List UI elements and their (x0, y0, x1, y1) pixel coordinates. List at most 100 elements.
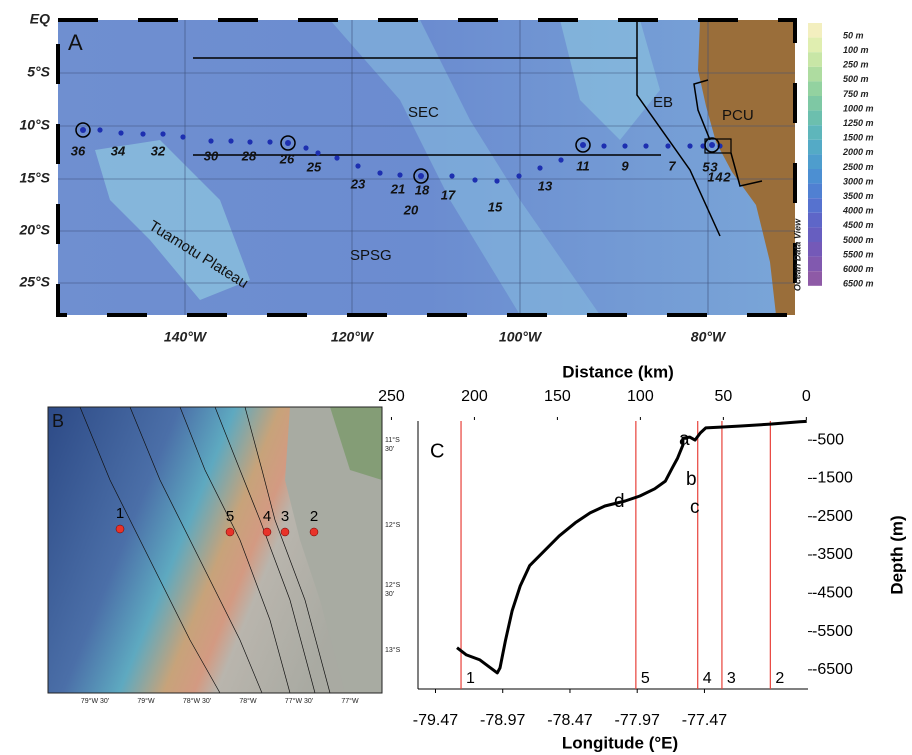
station-ring (575, 137, 591, 153)
station-label: 4 (714, 169, 723, 184)
legend-swatch (808, 198, 822, 213)
panel-label: B (52, 411, 64, 431)
region-label: SEC (408, 104, 439, 121)
station-label: 18 (415, 182, 430, 197)
annotation: a (679, 429, 690, 450)
lon-label: 100°W (499, 329, 543, 345)
x-tick-label: -78.47 (547, 712, 592, 729)
map-b: B 1 5 4 3 2 11°S 30' 12°S 12°S 30' 13°S 79°W 30' 79°… (47, 406, 401, 705)
station-dot (687, 143, 693, 149)
x2-tick-label: 0 (802, 388, 811, 405)
station-dot (285, 140, 291, 146)
station-dot (377, 170, 383, 176)
station-dot (280, 527, 290, 537)
frame (56, 18, 797, 317)
station-label: 2 (775, 670, 784, 687)
station-label: 5 (641, 670, 650, 687)
x2-tick-label: 150 (544, 388, 571, 405)
x2-tick-label: 200 (461, 388, 488, 405)
legend-swatch (808, 183, 822, 199)
station-label: 9 (621, 158, 629, 173)
station-label: 1 (466, 670, 475, 687)
lat-label: 20°S (18, 222, 50, 238)
station-dot (494, 178, 500, 184)
station-label: 2 (722, 169, 731, 184)
x-tick-label: -78.97 (480, 712, 525, 729)
station-dot (228, 138, 234, 144)
depth-profile (456, 419, 807, 675)
lat-label: 13°S (385, 646, 401, 654)
station-dot (665, 143, 671, 149)
galapagos (560, 20, 660, 140)
land (698, 20, 795, 315)
station-label: 4 (263, 508, 271, 525)
station-label: 4 (703, 670, 712, 687)
legend-swatch (808, 23, 822, 38)
station-dot (180, 134, 186, 140)
annotation: d (614, 491, 625, 512)
station-label: 36 (71, 143, 86, 158)
legend-label: 4500 m (842, 220, 874, 230)
legend-label: 1000 m (843, 103, 874, 113)
legend-swatch (808, 37, 822, 53)
x-tick-label: -77.47 (682, 712, 727, 729)
legend-label: 1250 m (843, 118, 874, 128)
legend-swatch (808, 66, 822, 82)
station-dot (558, 157, 564, 163)
station-dot (140, 131, 146, 137)
legend-swatch (808, 169, 822, 184)
frame (47, 406, 383, 694)
legend-label: 5000 m (843, 235, 874, 245)
legend-swatch (808, 256, 822, 272)
station-dot (537, 165, 543, 171)
station-label: 28 (241, 148, 257, 163)
legend-swatch (808, 242, 822, 257)
legend-label: 5500 m (843, 249, 874, 259)
legend-swatch (808, 125, 822, 140)
station-ring (413, 168, 429, 184)
station-dot (622, 143, 628, 149)
lon-label: 79°W (137, 697, 155, 705)
boundary-line (730, 152, 763, 187)
station-ring (75, 122, 91, 138)
station-dot (580, 142, 586, 148)
lon-label: 79°W 30' (81, 697, 109, 705)
legend-label: 500 m (843, 74, 869, 84)
contours (79, 406, 331, 694)
legend-label: 50 m (843, 30, 864, 40)
vegetation (330, 407, 382, 480)
station-label: 1 (707, 169, 714, 184)
legend-swatch (808, 271, 822, 286)
credit: Ocean Data View (792, 218, 802, 291)
lat-label: 11°S (385, 436, 400, 444)
x-tick-label: -77.97 (615, 712, 660, 729)
station-dot (262, 527, 272, 537)
station-label: 32 (151, 143, 166, 158)
station-ring (704, 137, 720, 153)
legend-label: 6000 m (843, 264, 874, 274)
lat-label: 5°S (27, 64, 50, 80)
legend-label: 250 m (842, 60, 869, 70)
station-label: 30 (204, 148, 219, 163)
station-label: 3 (281, 508, 289, 525)
station-label: 34 (111, 143, 126, 158)
station-dot (709, 142, 715, 148)
legend-label: 3000 m (843, 176, 874, 186)
y-tick-label: -6500 (812, 661, 853, 678)
legend-swatch (808, 154, 822, 169)
x2-tick-label: 50 (714, 388, 732, 405)
legend-swatch (808, 139, 822, 155)
lon-label: 80°W (691, 329, 727, 345)
legend-swatch (808, 212, 822, 228)
panel-label: A (68, 30, 83, 55)
station-dot (303, 145, 309, 151)
lat-label: 30' (385, 446, 394, 453)
legend-label: 2500 m (842, 162, 874, 172)
station-dot (601, 143, 607, 149)
lat-label: 15°S (19, 170, 50, 186)
legend-label: 4000 m (842, 206, 874, 216)
station-dot (208, 138, 214, 144)
station-dot (309, 527, 319, 537)
station-dot (315, 150, 321, 156)
